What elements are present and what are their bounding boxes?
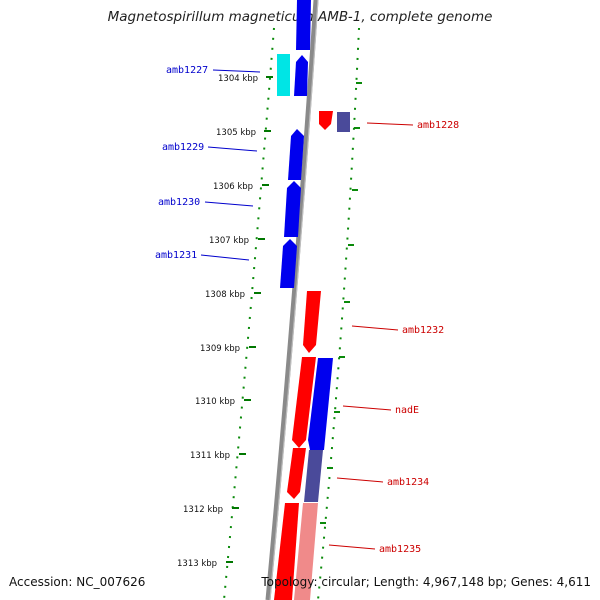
tick-group <box>226 76 273 563</box>
tick-label-1311: 1311 kbp <box>190 451 230 461</box>
gene-amb1228-partner[interactable] <box>337 112 350 132</box>
tick-label-1310: 1310 kbp <box>195 397 235 407</box>
gene-amb1229[interactable] <box>288 129 304 180</box>
gene-amb1227-partner[interactable] <box>294 55 308 96</box>
tick-label-1308: 1308 kbp <box>205 290 245 300</box>
tick-label-1306: 1306 kbp <box>213 182 253 192</box>
leader-lines <box>200 69 414 550</box>
gene-label-nadE[interactable]: nadE <box>395 405 419 416</box>
gene-nadE[interactable] <box>308 358 333 450</box>
gene-label-amb1232[interactable]: amb1232 <box>402 325 444 336</box>
forward-strand-genes <box>274 111 350 600</box>
gene-amb1234-red[interactable] <box>287 448 306 499</box>
gene-amb1232[interactable] <box>303 291 321 353</box>
gene-amb1234[interactable] <box>304 450 323 502</box>
outer-left-dotted-guide <box>223 27 275 600</box>
tick-label-1307: 1307 kbp <box>209 236 249 246</box>
gene-labels: amb1227 amb1228 amb1229 amb1230 amb1231 … <box>155 65 459 555</box>
tick-label-1305: 1305 kbp <box>216 128 256 138</box>
tick-label-1304: 1304 kbp <box>218 74 258 84</box>
gene-amb1235[interactable] <box>294 503 318 600</box>
gene-amb1235-red[interactable] <box>274 503 299 600</box>
right-guide-dashes <box>320 82 362 524</box>
gene-label-amb1235[interactable]: amb1235 <box>379 544 421 555</box>
accession-label: Accession: NC_007626 <box>9 575 146 589</box>
gene-label-amb1227[interactable]: amb1227 <box>166 65 208 76</box>
gene-label-amb1231[interactable]: amb1231 <box>155 250 197 261</box>
reverse-strand-genes <box>277 0 333 450</box>
tick-labels: 1304 kbp 1305 kbp 1306 kbp 1307 kbp 1308… <box>177 74 258 569</box>
gene-amb1231[interactable] <box>280 239 297 288</box>
topology-label: Topology: circular; Length: 4,967,148 bp… <box>261 575 591 589</box>
outer-right-dotted-guide <box>317 27 360 600</box>
gene-label-amb1230[interactable]: amb1230 <box>158 197 200 208</box>
gene-amb1228[interactable] <box>319 111 333 130</box>
gene-label-amb1228[interactable]: amb1228 <box>417 120 459 131</box>
tick-label-1313: 1313 kbp <box>177 559 217 569</box>
tick-label-1309: 1309 kbp <box>200 344 240 354</box>
gene-amb1233-red[interactable] <box>292 357 316 448</box>
gene-label-amb1234[interactable]: amb1234 <box>387 477 429 488</box>
tick-label-1312: 1312 kbp <box>183 505 223 515</box>
gene-label-amb1229[interactable]: amb1229 <box>162 142 204 153</box>
gene-top-reverse[interactable] <box>296 0 311 50</box>
genome-backbone <box>265 0 319 600</box>
gene-amb1227[interactable] <box>277 54 290 96</box>
gene-amb1230[interactable] <box>284 181 301 237</box>
